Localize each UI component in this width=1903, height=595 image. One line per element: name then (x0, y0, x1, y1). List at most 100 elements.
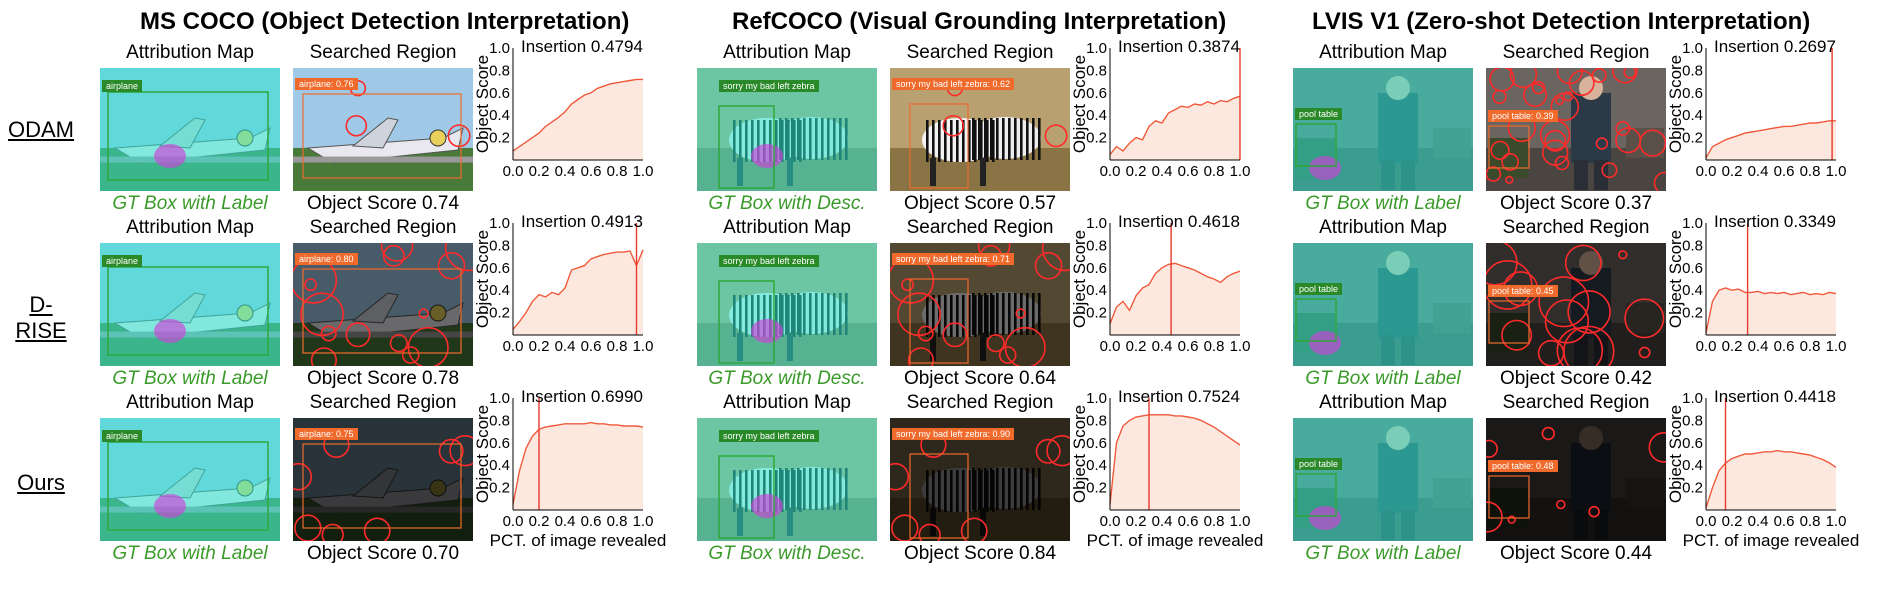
detection-tag: sorry my bad left zebra: 0.90 (892, 428, 1015, 440)
attribution-map-label: Attribution Map (1319, 42, 1447, 63)
x-tick-label: 0.8 (1204, 338, 1225, 355)
insertion-chart-svg: 0.0 0.2 0.4 0.6 0.8 1.00.20.40.60.81.0Object … (1666, 387, 1859, 550)
y-tick-label: 0.8 (489, 62, 510, 79)
y-tick-label: 0.8 (1086, 62, 1107, 79)
searched-region-image: pool table: 0.45 (1486, 243, 1666, 366)
y-tick-label: 0.6 (1682, 85, 1703, 102)
chart-title: Insertion 0.3349 (1714, 212, 1836, 231)
chart-title: Insertion 0.2697 (1714, 37, 1836, 56)
insertion-chart: 0.0 0.2 0.4 0.6 0.8 1.0 0.2 0.4 0.6 0.8 1.0 Object … (473, 387, 666, 550)
attribution-map-label: Attribution Map (126, 392, 254, 413)
x-tick-label: 0.0 (1696, 163, 1717, 180)
gt-box-label: GT Box with Label (1305, 543, 1461, 564)
y-tick-label: 0.8 (1682, 62, 1703, 79)
attribution-map-image: pool table (1293, 418, 1473, 541)
x-tick-label: 0.6 (1178, 513, 1199, 530)
y-tick-label: 0.2 (1086, 480, 1107, 497)
detection-tag: pool table: 0.45 (1488, 285, 1558, 297)
x-tick-label: 0.0 (1696, 513, 1717, 530)
insertion-chart: 0.0 0.2 0.4 0.6 0.8 1.0 0.2 0.4 0.6 0.8 1.0 Object … (1666, 37, 1846, 188)
x-tick-label: 0.6 (581, 338, 602, 355)
x-tick-label: 0.8 (1204, 513, 1225, 530)
curve-area (1110, 96, 1240, 160)
y-axis-label: Object Score (1666, 55, 1685, 153)
y-axis-label: Object Score (473, 55, 492, 153)
x-tick-label: 0.6 (1774, 163, 1795, 180)
y-tick-label: 0.6 (489, 435, 510, 452)
x-tick-label: 1.0 (1230, 163, 1251, 180)
searched-region-image: pool table: 0.48 (1486, 418, 1666, 541)
y-tick-label: 0.2 (489, 480, 510, 497)
y-tick-label: 1.0 (1682, 390, 1703, 407)
attribution-map-image: pool table (1293, 243, 1473, 366)
y-axis-label: Object Score (473, 230, 492, 328)
row-label-ours: Ours (17, 470, 65, 495)
x-tick-label: 1.0 (1826, 338, 1847, 355)
object-score-label: Object Score 0.44 (1499, 543, 1653, 564)
searched-region-label: Searched Region (1502, 42, 1650, 63)
gt-box-label: GT Box with Desc. (708, 193, 866, 214)
x-tick-label: 0.2 (529, 513, 550, 530)
section-title-mscoco: MS COCO (Object Detection Interpretation… (140, 8, 630, 35)
detection-tag: airplane: 0.75 (295, 428, 358, 440)
object-score-label: Object Score 0.78 (306, 368, 460, 389)
y-tick-label: 0.4 (489, 457, 510, 474)
y-axis-label: Object Score (1666, 405, 1685, 503)
y-tick-label: 0.2 (489, 130, 510, 147)
x-tick-label: 0.8 (1204, 163, 1225, 180)
object-score-label: Object Score 0.64 (903, 368, 1057, 389)
row-label-odam: ODAM (8, 117, 74, 142)
insertion-chart: 0.0 0.2 0.4 0.6 0.8 1.0 0.2 0.4 0.6 0.8 1.0 Object … (1666, 212, 1846, 363)
insertion-chart-svg: 0.0 0.2 0.4 0.6 0.8 1.00.20.40.60.81.0Object … (473, 37, 653, 180)
insertion-chart-svg: 0.0 0.2 0.4 0.6 0.8 1.00.20.40.60.81.0Object … (473, 387, 666, 550)
detection-tag: pool table (1295, 458, 1343, 470)
detection-tag: sorry my bad left zebra: 0.62 (892, 78, 1015, 90)
y-tick-label: 0.8 (489, 237, 510, 254)
x-tick-label: 1.0 (633, 163, 654, 180)
searched-region-image: pool table: 0.39 (1486, 68, 1666, 191)
x-tick-label: 0.8 (607, 338, 628, 355)
insertion-chart: 0.0 0.2 0.4 0.6 0.8 1.0 0.2 0.4 0.6 0.8 1.0 Object … (473, 37, 653, 188)
insertion-curve (1109, 95, 1241, 155)
curve-area (1110, 263, 1240, 335)
y-axis-label: Object Score (1666, 230, 1685, 328)
searched-region-label: Searched Region (906, 217, 1054, 238)
insertion-chart: 0.0 0.2 0.4 0.6 0.8 1.0 0.2 0.4 0.6 0.8 1.0 Object … (473, 212, 653, 363)
detection-tag: airplane (102, 430, 143, 442)
y-tick-label: 0.6 (1086, 435, 1107, 452)
attribution-map-label: Attribution Map (723, 217, 851, 238)
x-tick-label: 0.2 (1722, 163, 1743, 180)
x-tick-label: 0.4 (1152, 163, 1173, 180)
x-tick-label: 0.6 (581, 513, 602, 530)
insertion-chart-svg: 0.0 0.2 0.4 0.6 0.8 1.00.20.40.60.81.0Object … (1666, 212, 1846, 355)
y-tick-label: 0.4 (489, 282, 510, 299)
chart-title: Insertion 0.6990 (521, 387, 643, 406)
attribution-map-image: pool table (1293, 68, 1473, 191)
x-tick-label: 0.0 (503, 338, 524, 355)
x-tick-label: 0.4 (1152, 513, 1173, 530)
y-tick-label: 0.4 (1682, 107, 1703, 124)
x-tick-label: 0.2 (529, 338, 550, 355)
object-score-label: Object Score 0.37 (1499, 193, 1653, 214)
x-tick-label: 1.0 (1230, 338, 1251, 355)
insertion-chart-svg: 0.0 0.2 0.4 0.6 0.8 1.00.20.40.60.81.0Object … (473, 212, 653, 355)
y-tick-label: 0.6 (1086, 85, 1107, 102)
detection-tag: airplane (102, 80, 143, 92)
detection-tag: pool table (1295, 283, 1343, 295)
insertion-chart: 0.0 0.2 0.4 0.6 0.8 1.0 0.2 0.4 0.6 0.8 1.0 Object … (1070, 37, 1250, 188)
gt-box-label: GT Box with Label (112, 193, 268, 214)
y-tick-label: 0.6 (489, 85, 510, 102)
x-tick-label: 0.8 (1800, 163, 1821, 180)
x-tick-label: 0.6 (1774, 513, 1795, 530)
x-tick-label: 0.2 (1126, 513, 1147, 530)
insertion-chart: 0.0 0.2 0.4 0.6 0.8 1.0 0.2 0.4 0.6 0.8 1.0 Object … (1070, 387, 1263, 550)
x-tick-label: 0.8 (607, 163, 628, 180)
attribution-map-image: airplane (100, 243, 280, 366)
y-tick-label: 0.8 (1086, 412, 1107, 429)
x-tick-label: 1.0 (1826, 513, 1847, 530)
section-title-lvis: LVIS V1 (Zero-shot Detection Interpretat… (1312, 8, 1811, 35)
x-tick-label: 0.0 (1100, 513, 1121, 530)
y-tick-label: 0.2 (1086, 130, 1107, 147)
detection-tag: sorry my bad left zebra (719, 430, 819, 442)
x-axis-label: PCT. of image revealed (490, 531, 667, 550)
